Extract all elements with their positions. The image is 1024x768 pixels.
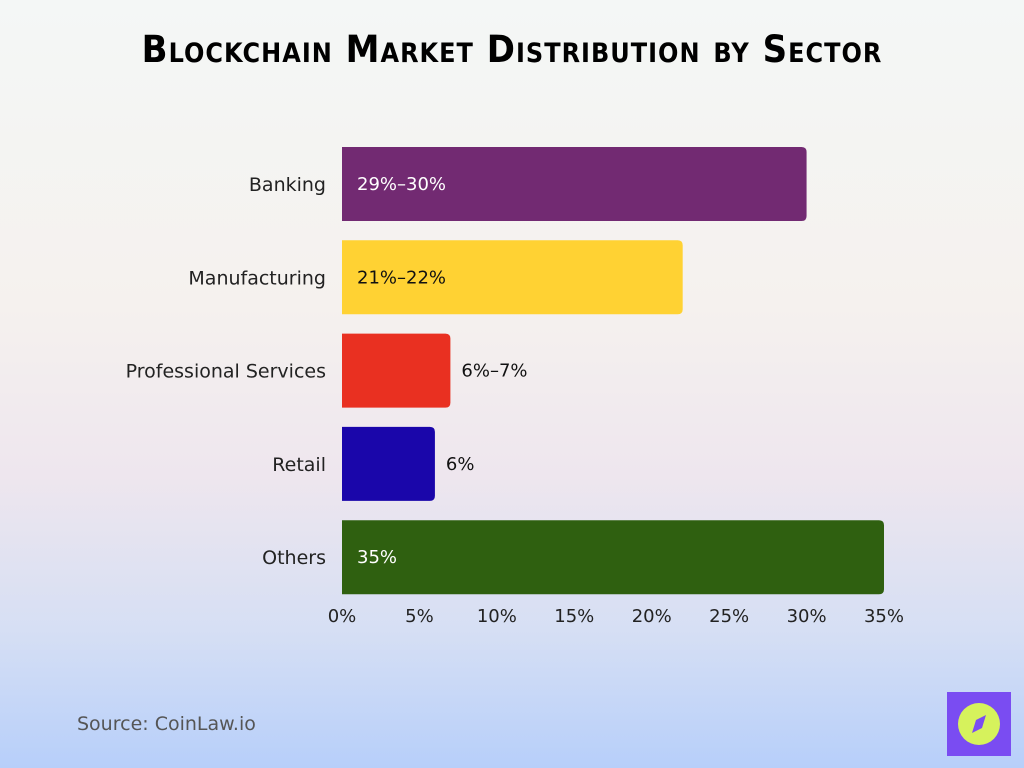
data-label: 6% bbox=[446, 454, 475, 475]
compass-icon bbox=[958, 703, 1000, 745]
source-text: Source: CoinLaw.io bbox=[77, 713, 256, 735]
x-tick-label: 25% bbox=[709, 606, 749, 627]
category-label: Retail bbox=[272, 454, 326, 476]
brand-logo bbox=[947, 692, 1011, 756]
bar bbox=[342, 520, 884, 595]
data-label: 21%–22% bbox=[357, 267, 446, 288]
data-label: 29%–30% bbox=[357, 174, 446, 195]
x-tick-label: 5% bbox=[405, 606, 434, 627]
x-tick-label: 15% bbox=[554, 606, 594, 627]
category-label: Others bbox=[262, 547, 326, 569]
chart-title: Blockchain Market Distribution by Sector bbox=[141, 28, 883, 72]
bar bbox=[342, 240, 683, 315]
x-tick-label: 0% bbox=[328, 606, 357, 627]
bar bbox=[342, 147, 807, 221]
bar bbox=[342, 426, 435, 501]
data-label: 6%–7% bbox=[461, 361, 527, 382]
x-tick-label: 30% bbox=[787, 606, 827, 627]
data-label: 35% bbox=[357, 547, 397, 568]
x-tick-label: 10% bbox=[477, 606, 517, 627]
bar bbox=[342, 333, 451, 408]
x-tick-label: 20% bbox=[632, 606, 672, 627]
x-tick-label: 35% bbox=[864, 606, 904, 627]
category-label: Professional Services bbox=[126, 361, 326, 383]
category-label: Manufacturing bbox=[188, 267, 326, 289]
category-label: Banking bbox=[249, 174, 326, 196]
